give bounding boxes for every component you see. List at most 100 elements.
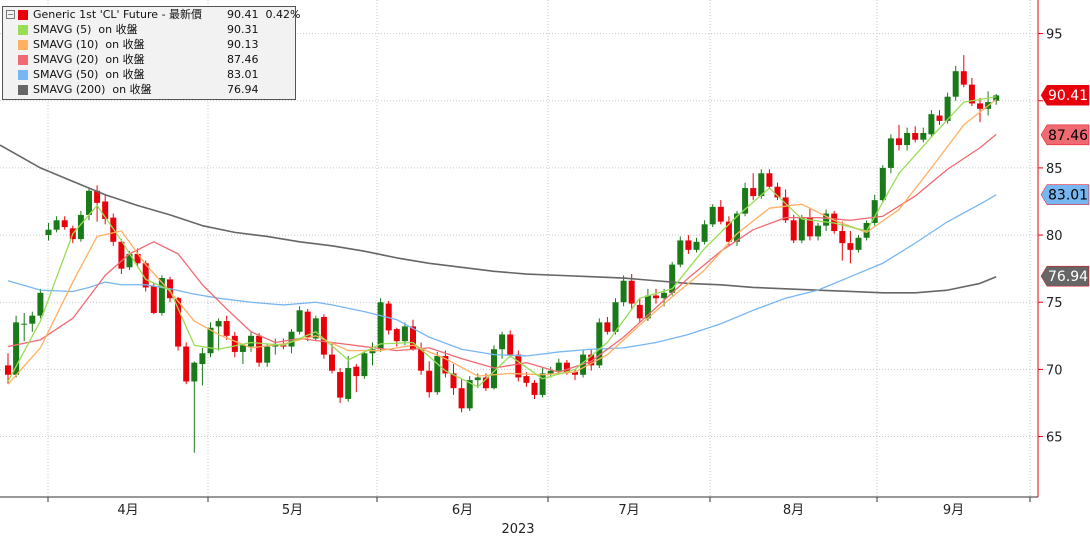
candle-body bbox=[369, 349, 376, 354]
candle-body bbox=[685, 240, 692, 250]
candle-body bbox=[183, 346, 190, 382]
candle bbox=[207, 322, 214, 358]
candle bbox=[426, 361, 433, 398]
candle-body bbox=[709, 206, 716, 225]
candle-body bbox=[248, 335, 254, 347]
candle bbox=[29, 311, 36, 332]
candle-body bbox=[337, 372, 344, 398]
candle bbox=[871, 194, 878, 226]
legend-entry[interactable]: Generic 1st 'CL' Future - 最新價 90.41 0.42% bbox=[3, 8, 300, 22]
x-tick-label: 5月 bbox=[282, 503, 303, 518]
candle bbox=[134, 248, 141, 268]
candle-body bbox=[774, 186, 781, 198]
candle-body bbox=[118, 241, 125, 269]
candle-body bbox=[175, 298, 182, 347]
candle-body bbox=[831, 213, 838, 232]
candle bbox=[547, 366, 554, 378]
candle bbox=[977, 98, 983, 123]
candle bbox=[896, 124, 902, 151]
candle-body bbox=[993, 95, 1000, 101]
candle-body bbox=[442, 355, 449, 374]
candle-body bbox=[77, 214, 84, 240]
candle bbox=[507, 330, 514, 358]
candle bbox=[887, 134, 894, 174]
sma50-line bbox=[7, 194, 997, 357]
candle-body bbox=[361, 353, 368, 377]
candle-body bbox=[750, 188, 757, 197]
candle-body bbox=[29, 315, 36, 324]
candle-body bbox=[393, 329, 400, 342]
legend-entry[interactable]: SMAVG (20) on 收盤 87.46 bbox=[3, 53, 295, 67]
candle bbox=[774, 182, 781, 201]
candle-body bbox=[320, 317, 327, 355]
legend-entry[interactable]: SMAVG (200) on 收盤 76.94 bbox=[3, 83, 295, 97]
candle-body bbox=[231, 335, 238, 352]
candle bbox=[572, 369, 578, 381]
candle bbox=[944, 92, 951, 124]
candle-body bbox=[264, 346, 271, 363]
candle-body bbox=[199, 353, 206, 365]
candle bbox=[717, 200, 724, 225]
candle bbox=[183, 342, 190, 385]
candle bbox=[758, 169, 765, 199]
candle-body bbox=[928, 114, 935, 135]
candle bbox=[482, 373, 489, 391]
candle-body bbox=[426, 370, 433, 393]
candle bbox=[612, 298, 619, 335]
candle bbox=[102, 194, 109, 225]
candle bbox=[239, 343, 246, 365]
candle bbox=[912, 126, 919, 143]
legend-entry[interactable]: SMAVG (50) on 收盤 83.01 bbox=[3, 68, 295, 82]
price-tag: 87.46 bbox=[1040, 124, 1090, 146]
x-tick-label: 7月 bbox=[618, 503, 639, 518]
candle-body bbox=[482, 377, 489, 389]
candle bbox=[879, 165, 886, 203]
candle bbox=[256, 333, 263, 367]
y-tick-label: 85 bbox=[1046, 162, 1063, 177]
legend-series-value: 83.01 bbox=[227, 68, 259, 81]
candle bbox=[199, 347, 206, 386]
candle-body bbox=[353, 366, 360, 377]
candle-body bbox=[466, 380, 473, 409]
candle-body bbox=[677, 240, 684, 265]
candle-body bbox=[223, 321, 230, 336]
candle-body bbox=[896, 138, 902, 146]
candle bbox=[904, 127, 911, 151]
y-tick-label: 95 bbox=[1046, 28, 1063, 43]
candle bbox=[142, 260, 149, 292]
candle bbox=[628, 274, 635, 309]
price-tag-bg bbox=[1040, 84, 1090, 106]
candle bbox=[636, 298, 643, 323]
candle bbox=[13, 315, 20, 378]
candle-body bbox=[572, 372, 578, 375]
candle bbox=[296, 306, 303, 335]
candle-body bbox=[912, 132, 919, 140]
price-tag: 90.41 bbox=[1040, 84, 1090, 106]
candle-body bbox=[215, 321, 222, 327]
candle bbox=[936, 110, 943, 125]
y-tick-label: 70 bbox=[1046, 363, 1063, 378]
candle bbox=[701, 220, 708, 245]
candle-body bbox=[936, 115, 943, 121]
candle-body bbox=[239, 345, 246, 352]
sma10-line bbox=[7, 98, 997, 385]
candle-body bbox=[588, 354, 595, 366]
candle-body bbox=[94, 190, 101, 203]
candle-body bbox=[102, 201, 109, 219]
candle-body bbox=[563, 362, 570, 373]
candle bbox=[377, 298, 384, 352]
candle-body bbox=[555, 362, 562, 371]
legend-entry[interactable]: SMAVG (5) on 收盤 90.31 bbox=[3, 23, 295, 37]
candle bbox=[750, 173, 757, 201]
candle-body bbox=[296, 310, 303, 332]
candle-body bbox=[782, 197, 789, 221]
candle-body bbox=[434, 355, 441, 393]
candle bbox=[839, 221, 846, 261]
candle bbox=[191, 361, 198, 453]
legend-swatch bbox=[18, 25, 28, 35]
sma200-line bbox=[0, 144, 997, 294]
collapse-legend-icon[interactable]: − bbox=[6, 10, 15, 19]
legend-entry[interactable]: SMAVG (10) on 收盤 90.13 bbox=[3, 38, 295, 52]
candle bbox=[847, 231, 854, 264]
